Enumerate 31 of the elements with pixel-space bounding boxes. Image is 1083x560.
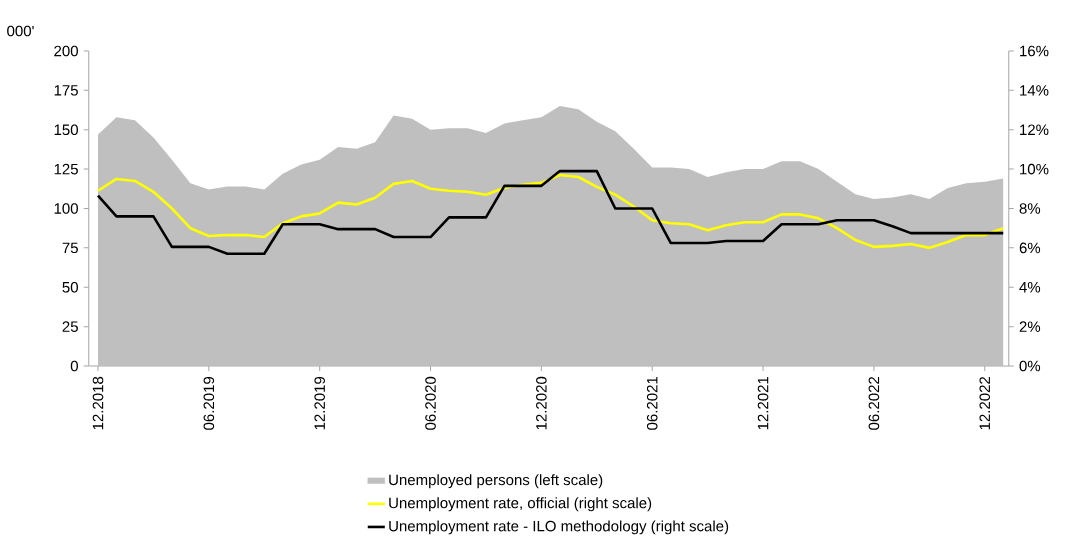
x-tick-label: 12.2022	[979, 376, 991, 430]
x-tick-label: 12.2019	[314, 376, 325, 430]
x-tick-label: 12.2020	[536, 376, 547, 430]
legend-label: Unemployed persons (left scale)	[389, 474, 603, 489]
x-tick-label: 12.2021	[757, 376, 769, 430]
x-tick-label: 06.2020	[425, 376, 436, 430]
x-tick-label: 06.2021	[646, 376, 658, 430]
y2-tick-label: 6%	[1019, 242, 1041, 254]
y-tick-label: 100	[54, 203, 78, 214]
y2-tick-label: 4%	[1019, 282, 1041, 293]
y-tick-label: 150	[54, 124, 78, 136]
y2-tick-label: 10%	[1020, 163, 1049, 175]
x-tick-label: 12.2018	[92, 376, 104, 430]
y2-tick-label: 16%	[1020, 45, 1049, 57]
y2-tick-label: 14%	[1020, 85, 1049, 96]
x-tick-label: 06.2019	[203, 376, 215, 430]
legend-label: Unemployment rate - ILO methodology (right scale)	[389, 520, 729, 535]
y2-tick-label: 12%	[1020, 124, 1049, 136]
y-tick-label: 125	[54, 163, 78, 175]
y-axis-title: 000'	[7, 25, 34, 37]
y-tick-label: 175	[54, 85, 78, 96]
legend-label: Unemployment rate, official (right scale)	[389, 497, 652, 512]
y-tick-label: 200	[54, 45, 78, 57]
y2-tick-label: 8%	[1019, 203, 1041, 214]
y-tick-label: 75	[62, 242, 78, 254]
y2-tick-label: 2%	[1019, 321, 1041, 332]
x-tick-label: 06.2022	[868, 376, 880, 430]
y-tick-label: 0	[70, 360, 78, 372]
y-tick-label: 50	[62, 281, 78, 293]
y-tick-label: 25	[62, 321, 78, 332]
y2-tick-label: 0%	[1019, 360, 1041, 372]
